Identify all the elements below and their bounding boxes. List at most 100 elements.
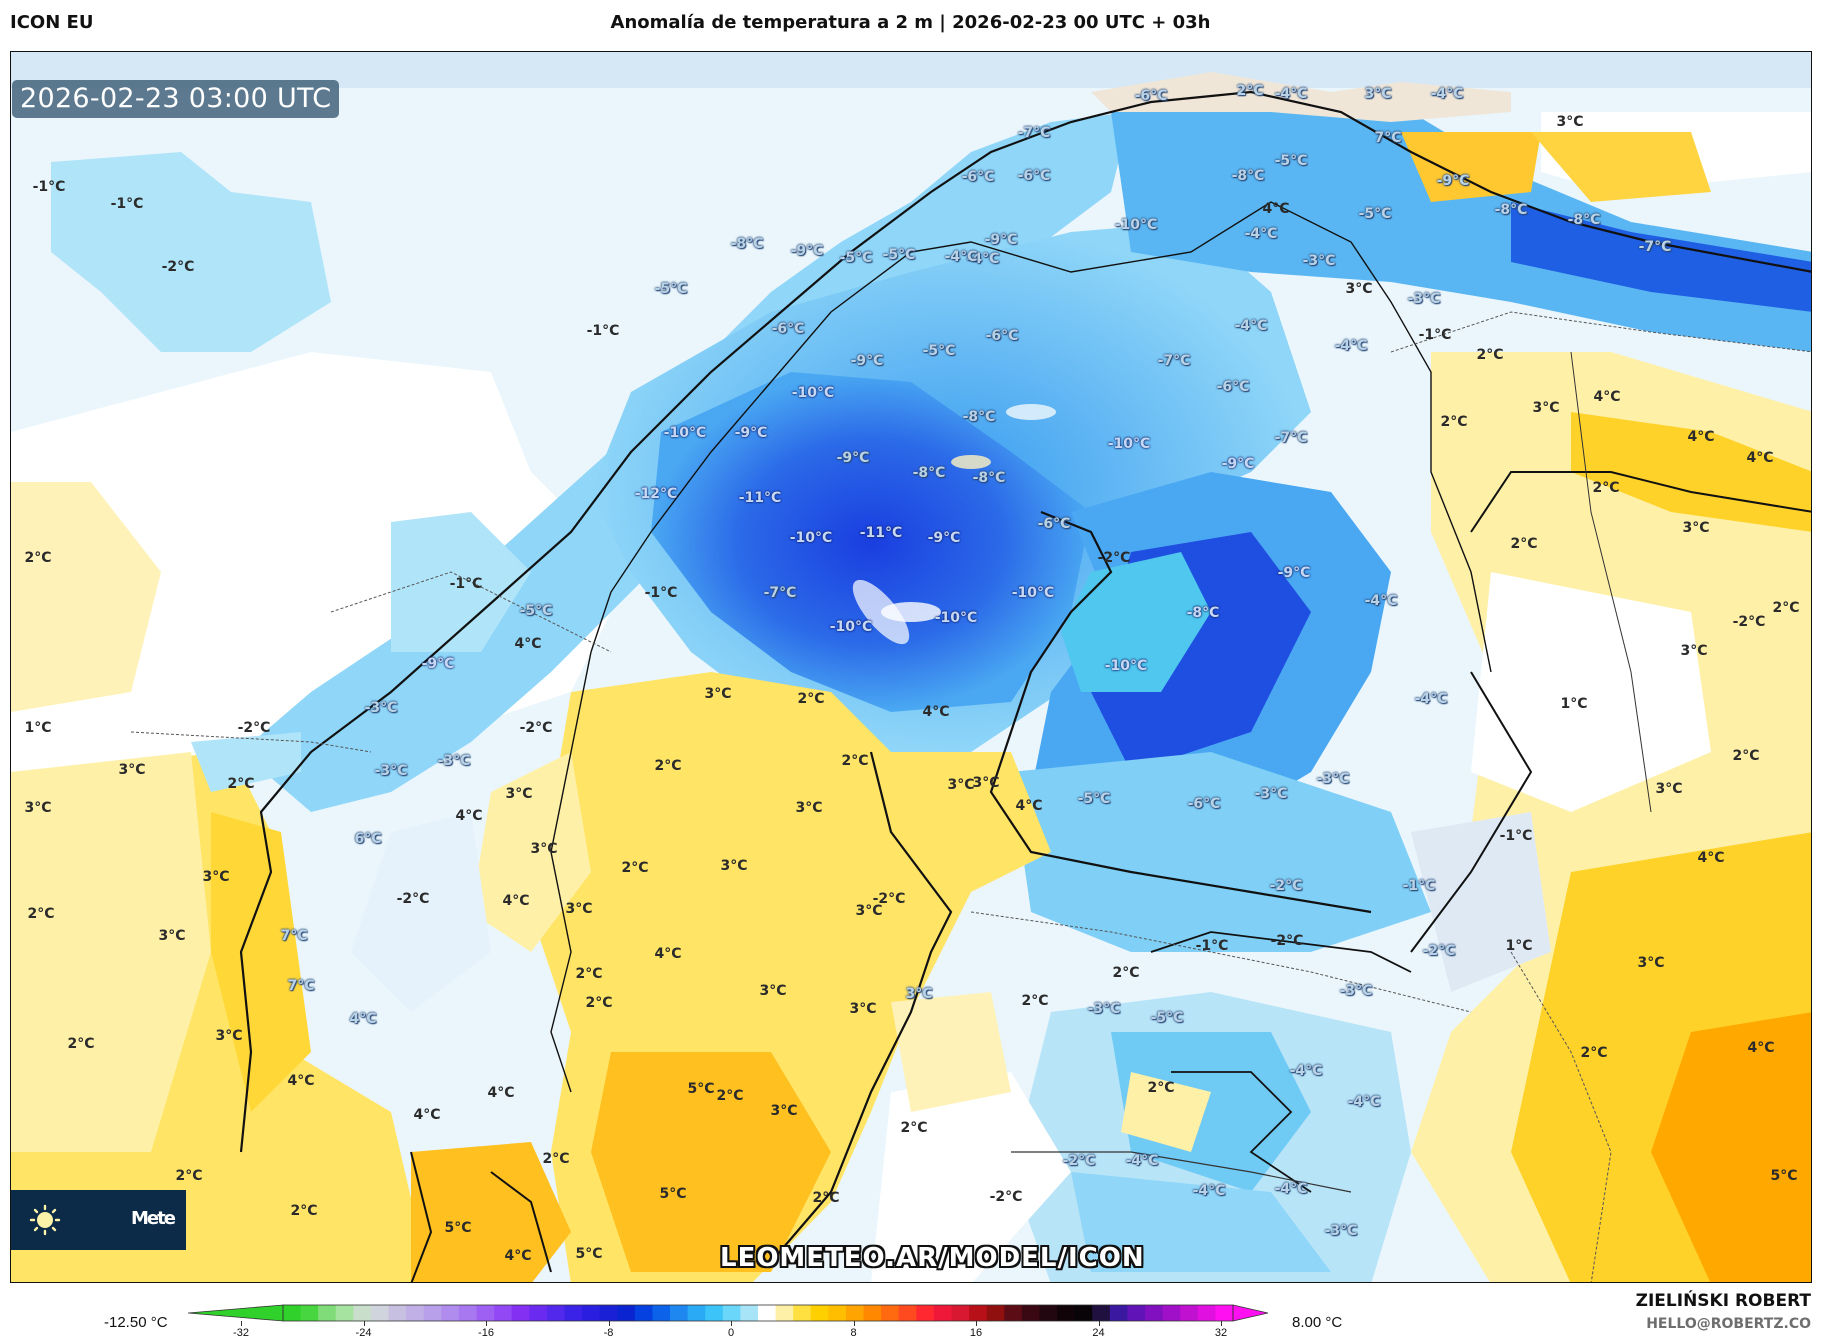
isotherm-label: -10°C bbox=[1011, 585, 1055, 601]
isotherm-label: 2°C bbox=[1476, 347, 1504, 363]
isotherm-label: -3°C bbox=[364, 700, 398, 716]
isotherm-label: 2°C bbox=[227, 776, 255, 792]
isotherm-label: 2°C bbox=[24, 550, 52, 566]
isotherm-label: -1°C bbox=[586, 323, 620, 339]
isotherm-label: -6°C bbox=[1134, 88, 1168, 104]
isotherm-label: -1°C bbox=[32, 179, 66, 195]
isotherm-label: 4°C bbox=[349, 1011, 377, 1027]
model-name: ICON EU bbox=[10, 12, 94, 33]
isotherm-label: -8°C bbox=[912, 465, 946, 481]
isotherm-label: 7°C bbox=[1374, 130, 1402, 146]
isotherm-label: -8°C bbox=[1494, 202, 1528, 218]
isotherm-label: 2°C bbox=[290, 1203, 318, 1219]
colorbar-tick-label: 0 bbox=[727, 1327, 735, 1339]
isotherm-label: -6°C bbox=[985, 328, 1019, 344]
isotherm-label: -4°C bbox=[1192, 1183, 1226, 1199]
isotherm-label: 3°C bbox=[565, 901, 593, 917]
colorbar-tick bbox=[1221, 1321, 1222, 1326]
isotherm-label: 3°C bbox=[1680, 643, 1708, 659]
isotherm-label: -10°C bbox=[789, 530, 833, 546]
isotherm-label: -4°C bbox=[1364, 593, 1398, 609]
isotherm-label: 2°C bbox=[575, 966, 603, 982]
isotherm-label: -3°C bbox=[1087, 1001, 1121, 1017]
isotherm-label: 2°C bbox=[812, 1190, 840, 1206]
isotherm-label: -10°C bbox=[663, 425, 707, 441]
colorbar-tick-label: -32 bbox=[233, 1327, 249, 1339]
isotherm-label: 4°C bbox=[1697, 850, 1725, 866]
isotherm-label: -4°C bbox=[1274, 1181, 1308, 1197]
logo-text: Mete bbox=[131, 1208, 176, 1229]
colorbar-tick bbox=[853, 1321, 855, 1326]
isotherm-label: -11°C bbox=[859, 525, 903, 541]
isotherm-label: 4°C bbox=[922, 704, 950, 720]
isotherm-label: -2°C bbox=[1097, 550, 1131, 566]
isotherm-label: 3°C bbox=[759, 983, 787, 999]
meteo-logo[interactable]: Mete bbox=[11, 1190, 186, 1250]
isotherm-label: 4°C bbox=[287, 1073, 315, 1089]
isotherm-label: -1°C bbox=[1195, 938, 1229, 954]
isotherm-label: 2°C bbox=[1732, 748, 1760, 764]
isotherm-label: -2°C bbox=[1062, 1153, 1096, 1169]
isotherm-label: 2°C bbox=[67, 1036, 95, 1052]
isotherm-label: -4°C bbox=[944, 249, 978, 265]
isotherm-label: -6°C bbox=[771, 321, 805, 337]
isotherm-label: -10°C bbox=[791, 385, 835, 401]
isotherm-label: 2°C bbox=[1021, 993, 1049, 1009]
isotherm-label: -1°C bbox=[1402, 878, 1436, 894]
isotherm-label: 2°C bbox=[175, 1168, 203, 1184]
temperature-anomaly-map[interactable]: -1°C -1°C -2°C -1°C -1°C 2°C 1°C 3°C 3°C -2°C 2°C 3… bbox=[10, 51, 1812, 1283]
colorbar bbox=[188, 1304, 1268, 1322]
isotherm-label: -9°C bbox=[850, 353, 884, 369]
colorbar-tick bbox=[241, 1321, 242, 1326]
isotherm-label: -6°C bbox=[1187, 796, 1221, 812]
isotherm-label: -3°C bbox=[1339, 983, 1373, 999]
isotherm-label: -4°C bbox=[1414, 691, 1448, 707]
isotherm-label: 4°C bbox=[1015, 798, 1043, 814]
watermark: LEOMETEO.AR/MODEL/ICON bbox=[720, 1243, 1145, 1273]
isotherm-label: 2°C bbox=[27, 906, 55, 922]
isotherm-label: 4°C bbox=[654, 946, 682, 962]
isotherm-label: -10°C bbox=[829, 619, 873, 635]
isotherm-label: -6°C bbox=[1037, 516, 1071, 532]
isotherm-label: 3°C bbox=[202, 869, 230, 885]
isotherm-label: -4°C bbox=[1125, 1153, 1159, 1169]
isotherm-label: 1°C bbox=[1560, 696, 1588, 712]
isotherm-label: 3°C bbox=[855, 903, 883, 919]
isotherm-label: -4°C bbox=[966, 251, 1000, 267]
isotherm-label: -10°C bbox=[934, 610, 978, 626]
isotherm-label: -5°C bbox=[1358, 206, 1392, 222]
isotherm-label: -7°C bbox=[1638, 239, 1672, 255]
isotherm-label: -8°C bbox=[1567, 212, 1601, 228]
isotherm-label: -6°C bbox=[1017, 168, 1051, 184]
isotherm-label: -8°C bbox=[972, 470, 1006, 486]
isotherm-label: -3°C bbox=[1324, 1223, 1358, 1239]
isotherm-label: -9°C bbox=[734, 425, 768, 441]
isotherm-label: 4°C bbox=[1687, 429, 1715, 445]
colorbar-tick-label: 16 bbox=[969, 1327, 983, 1339]
isotherm-label: 4°C bbox=[1747, 1040, 1775, 1056]
isotherm-label: -6°C bbox=[961, 169, 995, 185]
author-email[interactable]: HELLO@ROBERTZ.CO bbox=[1646, 1316, 1811, 1332]
isotherm-label: 3°C bbox=[1364, 86, 1392, 102]
isotherm-label: -7°C bbox=[763, 585, 797, 601]
isotherm-label: -7°C bbox=[1017, 125, 1051, 141]
isotherm-label: 5°C bbox=[575, 1246, 603, 1262]
isotherm-label: -8°C bbox=[1186, 605, 1220, 621]
isotherm-label: 3°C bbox=[1556, 114, 1584, 130]
isotherm-label: 4°C bbox=[487, 1085, 515, 1101]
isotherm-label: 4°C bbox=[1262, 201, 1290, 217]
isotherm-label: 3°C bbox=[905, 986, 933, 1002]
isotherm-label: 4°C bbox=[502, 893, 530, 909]
isotherm-label: -3°C bbox=[437, 753, 471, 769]
isotherm-label: -4°C bbox=[1347, 1094, 1381, 1110]
isotherm-label: -9°C bbox=[836, 450, 870, 466]
isotherm-label: 4°C bbox=[504, 1248, 532, 1264]
isotherm-label: 3°C bbox=[795, 800, 823, 816]
isotherm-label: 4°C bbox=[1593, 389, 1621, 405]
colorbar-max-label: 8.00 °C bbox=[1292, 1314, 1343, 1331]
isotherm-label: 2°C bbox=[1236, 83, 1264, 99]
isotherm-label: -7°C bbox=[1274, 430, 1308, 446]
author-name: ZIELIŃSKI ROBERT bbox=[1635, 1291, 1811, 1311]
isotherm-label: 3°C bbox=[1682, 520, 1710, 536]
isotherm-label: -3°C bbox=[1302, 253, 1336, 269]
